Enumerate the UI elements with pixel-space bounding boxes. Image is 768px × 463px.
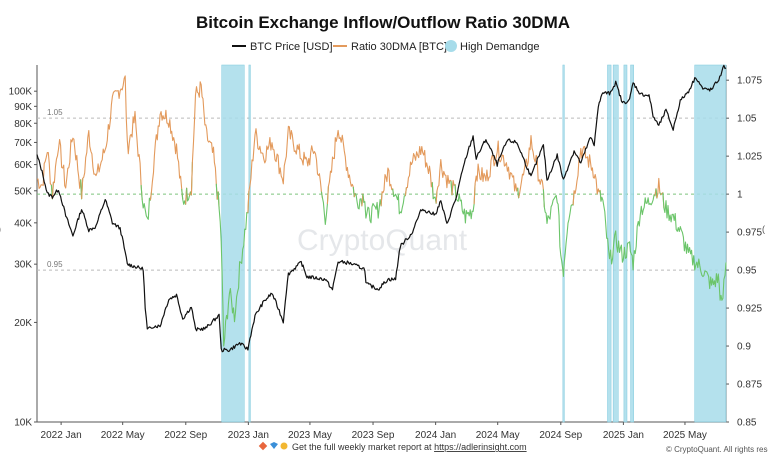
high-demand-band [221, 64, 245, 423]
ratio-line-below [140, 185, 152, 220]
right-tick-label: 0.95 [737, 266, 757, 277]
left-tick-label: 50K [14, 186, 32, 197]
legend-label-ratio[interactable]: Ratio 30DMA [BTC] [351, 41, 447, 53]
right-tick-label: 1.025 [737, 152, 762, 163]
legend-swatch-high-demand [445, 40, 457, 52]
legend-label-high-demand[interactable]: High Demandge [460, 41, 540, 53]
axes: 10K 20K 30K 40K 50K 60K 70K 80K 90K 100K 0.85 0.875… [9, 65, 762, 441]
right-tick-label: 0.925 [737, 304, 762, 315]
footer-text: Get the full weekly market report at htt… [292, 442, 527, 452]
legend-label-btc-price[interactable]: BTC Price [USD] [250, 41, 333, 53]
ratio-line-above [36, 151, 53, 200]
left-tick-label: 20K [14, 318, 32, 329]
high-demand-band [694, 64, 727, 423]
high-demand-bands [221, 64, 727, 423]
ratio-line-above [435, 159, 453, 204]
right-axis-clipped-label: ( [762, 224, 765, 234]
reference-line-label: 1.05 [47, 108, 63, 117]
ratio-line-above [380, 167, 395, 206]
right-tick-label: 0.9 [737, 342, 751, 353]
copyright-text: © CryptoQuant. All rights reserv [666, 445, 768, 454]
high-demand-band [607, 64, 612, 423]
ratio-line-below [217, 190, 250, 347]
left-tick-label: 10K [14, 418, 32, 429]
footer-gem-icon [270, 442, 278, 449]
left-tick-label: 60K [14, 160, 32, 171]
x-tick-label: 2022 Sep [164, 430, 207, 441]
ratio-line-below [362, 191, 383, 224]
right-tick-label: 0.975 [737, 228, 762, 239]
ratio-line-above [404, 145, 434, 199]
left-tick-label: 90K [14, 102, 32, 113]
ratio-line-below [454, 183, 476, 224]
right-tick-label: 1.05 [737, 114, 757, 125]
right-tick-label: 1.075 [737, 76, 762, 87]
ratio-line-above [572, 145, 602, 206]
ratio-line-below [354, 193, 364, 210]
ratio-line-above [326, 129, 355, 205]
ratio-line-above [473, 140, 520, 205]
x-tick-label: 2024 May [476, 430, 520, 441]
btc-price-series [36, 64, 727, 353]
ratio-line-above [190, 81, 218, 200]
left-tick-label: 70K [14, 138, 32, 149]
high-demand-band [630, 64, 634, 423]
left-tick-label: 80K [14, 119, 32, 130]
high-demand-band [623, 64, 628, 423]
ratio-series [36, 75, 727, 347]
ratio-line-above [149, 109, 184, 201]
x-tick-label: 2024 Sep [539, 430, 582, 441]
ratio-line-above [518, 134, 545, 208]
ratio-line-above [51, 137, 83, 200]
left-axis-clipped-label: ) [0, 224, 1, 234]
reference-line-label: 0.95 [47, 260, 63, 269]
right-tick-label: 0.85 [737, 418, 757, 429]
x-tick-label: 2025 May [663, 430, 707, 441]
x-tick-label: 2022 May [101, 430, 145, 441]
ratio-line-below [392, 187, 407, 215]
legend: BTC Price [USD] Ratio 30DMA [BTC] High D… [232, 40, 540, 53]
right-tick-label: 0.875 [737, 380, 762, 391]
x-tick-label: 2022 Jan [41, 430, 82, 441]
btc-price-line [36, 64, 727, 353]
x-tick-label: 2025 Jan [603, 430, 644, 441]
footer: Get the full weekly market report at htt… [258, 441, 768, 454]
ratio-line-above [81, 75, 143, 200]
footer-diamond-icon [258, 441, 268, 451]
ratio-line-below [542, 189, 575, 278]
footer-hands-icon [280, 442, 288, 450]
x-tick-label: 2024 Jan [415, 430, 456, 441]
left-tick-label: 30K [14, 260, 32, 271]
ratio-line-above [656, 177, 662, 199]
x-tick-label: 2023 May [288, 430, 332, 441]
left-tick-label: 100K [9, 87, 33, 98]
high-demand-band [562, 64, 565, 423]
footer-message: Get the full weekly market report at [292, 442, 434, 452]
ratio-line-above [247, 125, 323, 213]
left-tick-label: 40K [14, 218, 32, 229]
ratio-line-below [662, 192, 727, 301]
high-demand-band [248, 64, 251, 423]
footer-link[interactable]: https://adlerinsight.com [434, 442, 527, 452]
chart-title: Bitcoin Exchange Inflow/Outflow Ratio 30… [196, 13, 570, 32]
ratio-line-below [599, 188, 657, 271]
x-tick-label: 2023 Sep [352, 430, 395, 441]
right-tick-label: 1 [737, 190, 743, 201]
ratio-line-below [320, 186, 329, 225]
watermark: CryptoQuant [297, 224, 468, 257]
x-tick-label: 2023 Jan [228, 430, 269, 441]
